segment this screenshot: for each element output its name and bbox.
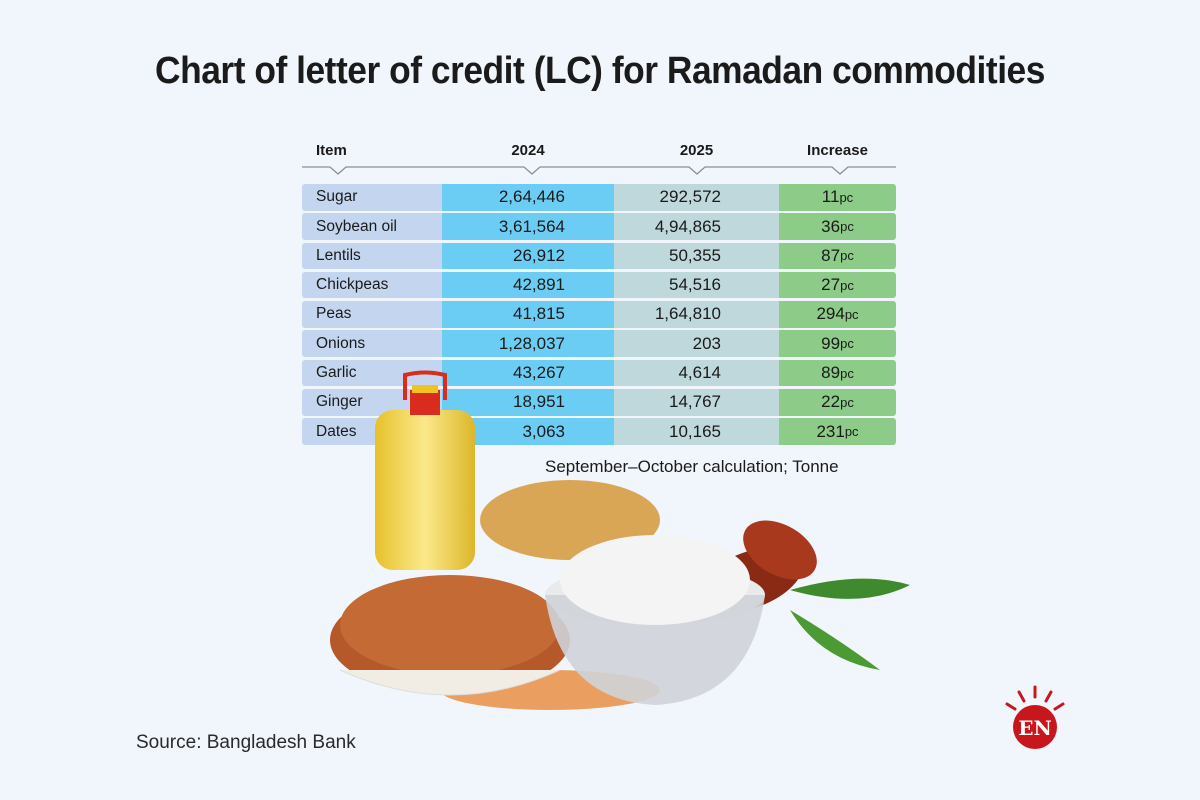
increase-unit: pc: [840, 336, 854, 352]
increase-cell: 87 pc: [779, 242, 896, 270]
item-cell: Onions: [302, 330, 442, 357]
increase-unit: pc: [844, 306, 859, 322]
increase-cell: 22 pc: [779, 389, 896, 416]
increase-value: 231: [816, 421, 845, 441]
value-2024-cell: 1,28,037: [442, 330, 614, 357]
table-row: Sugar 2,64,446 292,572 11 pc: [302, 184, 896, 211]
item-cell: Peas: [302, 301, 442, 328]
increase-value: 99: [821, 333, 841, 353]
increase-unit: pc: [840, 248, 854, 264]
table-row: Soybean oil 3,61,564 4,94,865 36 pc: [302, 213, 896, 240]
increase-cell: 36 pc: [779, 213, 896, 240]
source-text: Source: Bangladesh Bank: [136, 732, 356, 753]
increase-unit: pc: [839, 189, 854, 205]
value-2024-cell: 26,912: [442, 242, 614, 270]
increase-cell: 231 pc: [779, 418, 896, 445]
item-cell: Lentils: [302, 242, 442, 270]
value-2024-cell: 18,951: [442, 389, 614, 416]
value-2025-cell: 50,355: [614, 242, 779, 270]
table-row: Chickpeas 42,891 54,516 27 pc: [302, 271, 896, 299]
value-2024-cell: 2,64,446: [442, 184, 614, 211]
item-cell: Soybean oil: [302, 213, 442, 240]
en-logo-icon: EN: [1005, 685, 1065, 749]
table-header: Item 2024 2025 Increase: [302, 138, 896, 162]
oil-bottle-icon: [375, 370, 475, 570]
value-2024-cell: 42,891: [442, 271, 614, 299]
value-2025-cell: 4,94,865: [614, 213, 779, 240]
table-row: Onions 1,28,037 203 99 pc: [302, 330, 896, 357]
increase-cell: 99 pc: [779, 330, 896, 357]
value-2024-cell: 3,61,564: [442, 213, 614, 240]
increase-value: 89: [821, 363, 841, 383]
value-2025-cell: 54,516: [614, 271, 779, 299]
value-2025-cell: 14,767: [614, 389, 779, 416]
header-increase: Increase: [807, 141, 868, 159]
value-2025-cell: 4,614: [614, 359, 779, 387]
increase-unit: pc: [840, 365, 854, 381]
table-row: Lentils 26,912 50,355 87 pc: [302, 242, 896, 270]
increase-cell: 294 pc: [779, 301, 896, 328]
value-2025-cell: 203: [614, 330, 779, 357]
item-cell: Sugar: [302, 184, 442, 211]
value-2025-cell: 292,572: [614, 184, 779, 211]
increase-value: 22: [821, 392, 841, 412]
commodities-illustration: [330, 370, 910, 710]
value-2025-cell: 1,64,810: [614, 301, 779, 328]
increase-unit: pc: [840, 394, 854, 410]
increase-unit: pc: [840, 277, 854, 293]
increase-cell: 27 pc: [779, 271, 896, 299]
increase-unit: pc: [840, 219, 854, 235]
value-2024-cell: 43,267: [442, 359, 614, 387]
header-divider: [302, 162, 896, 182]
increase-value: 11: [821, 187, 840, 207]
header-2025: 2025: [679, 141, 714, 159]
header-item: Item: [316, 141, 347, 159]
table-note: September–October calculation; Tonne: [545, 457, 839, 476]
increase-value: 36: [821, 216, 841, 236]
increase-cell: 11 pc: [779, 184, 896, 211]
header-2024: 2024: [511, 141, 545, 159]
table-row: Peas 41,815 1,64,810 294 pc: [302, 301, 896, 328]
increase-value: 27: [821, 275, 841, 295]
increase-unit: pc: [844, 424, 859, 440]
item-cell: Chickpeas: [302, 271, 442, 299]
table-row: Garlic 43,267 4,614 89 pc: [302, 359, 896, 387]
lc-table: Item 2024 2025 Increase Sugar 2,64,446 292…: [302, 138, 896, 448]
increase-value: 87: [821, 245, 841, 265]
increase-value: 294: [816, 304, 845, 324]
increase-cell: 89 pc: [779, 359, 896, 387]
value-2024-cell: 41,815: [442, 301, 614, 328]
chart-title: Chart of letter of credit (LC) for Ramad…: [155, 50, 1045, 92]
svg-text:EN: EN: [1018, 716, 1052, 740]
value-2025-cell: 10,165: [614, 418, 779, 445]
